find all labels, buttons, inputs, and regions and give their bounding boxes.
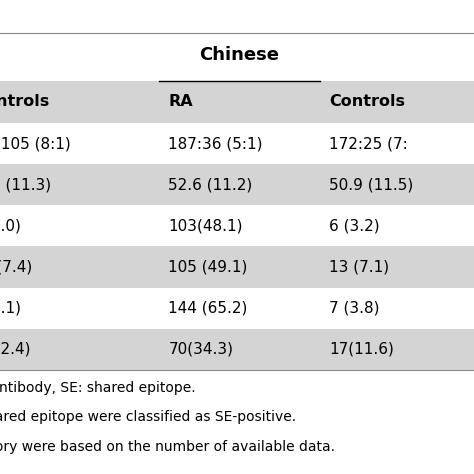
Text: 105 (49.1): 105 (49.1) [168, 260, 247, 274]
Bar [0, 123, 474, 164]
Bar [0, 0, 474, 33]
Text: RA: RA [168, 94, 193, 109]
Bar [0, 246, 474, 288]
Text: nared epitope were classified as SE-positive.: nared epitope were classified as SE-posi… [0, 410, 296, 424]
Text: 52.6 (11.2): 52.6 (11.2) [168, 177, 253, 192]
Text: 103(48.1): 103(48.1) [168, 219, 243, 233]
Text: .3 (11.3): .3 (11.3) [0, 177, 51, 192]
Text: ontrols: ontrols [0, 94, 50, 109]
Text: 144 (65.2): 144 (65.2) [168, 301, 247, 316]
Text: 187:36 (5:1): 187:36 (5:1) [168, 137, 263, 151]
Text: 9:105 (8:1): 9:105 (8:1) [0, 137, 71, 151]
Text: - (7.4): - (7.4) [0, 260, 32, 274]
Bar [0, 370, 474, 474]
Bar [0, 205, 474, 246]
Text: 17(11.6): 17(11.6) [329, 342, 394, 356]
Text: 6 (3.2): 6 (3.2) [329, 219, 380, 233]
Text: 13 (7.1): 13 (7.1) [329, 260, 390, 274]
Text: 70(34.3): 70(34.3) [168, 342, 233, 356]
Text: 172:25 (7:: 172:25 (7: [329, 137, 408, 151]
Bar [0, 288, 474, 328]
Bar [0, 164, 474, 205]
Text: 50.9 (11.5): 50.9 (11.5) [329, 177, 414, 192]
Text: (3.1): (3.1) [0, 301, 22, 316]
Bar [0, 33, 474, 81]
Text: gory were based on the number of available data.: gory were based on the number of availab… [0, 440, 335, 454]
Text: (4.0): (4.0) [0, 219, 22, 233]
Text: antibody, SE: shared epitope.: antibody, SE: shared epitope. [0, 381, 195, 394]
Bar [0, 328, 474, 370]
Text: 7 (3.8): 7 (3.8) [329, 301, 380, 316]
Text: Controls: Controls [329, 94, 405, 109]
Text: Chinese: Chinese [200, 46, 279, 64]
Text: (12.4): (12.4) [0, 342, 31, 356]
Bar [0, 81, 474, 123]
